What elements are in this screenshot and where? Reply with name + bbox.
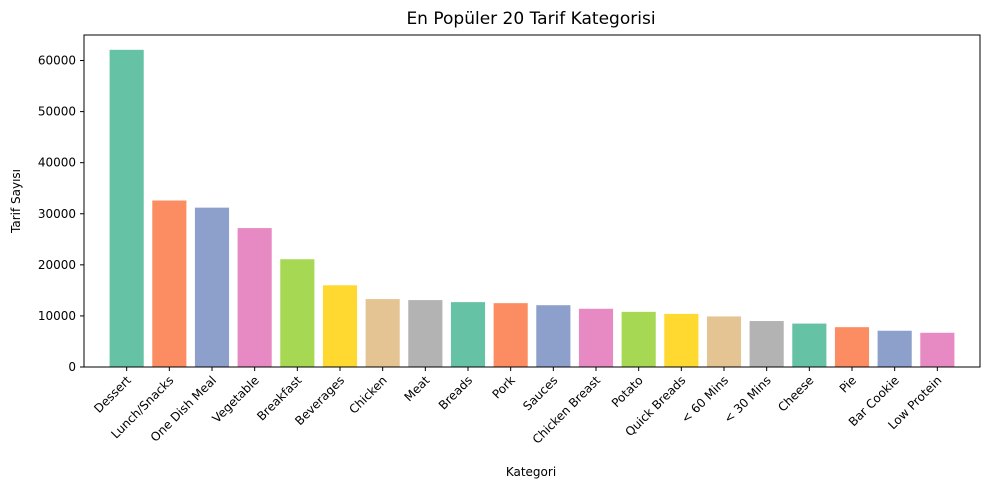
y-axis-title: Tarif Sayısı bbox=[9, 169, 23, 234]
bar-17 bbox=[834, 327, 870, 367]
bar-16 bbox=[792, 323, 827, 367]
y-tick-label: 0 bbox=[68, 360, 76, 374]
plot-frame bbox=[83, 34, 981, 368]
x-tick-label: Pork bbox=[489, 373, 517, 401]
y-axis: 0 10000 20000 30000 40000 50000 60000 bbox=[38, 54, 84, 374]
x-tick-label: Pie bbox=[837, 373, 859, 395]
bar-4 bbox=[280, 259, 315, 367]
bar-2 bbox=[194, 207, 230, 367]
bar-19 bbox=[920, 332, 955, 367]
bar-5 bbox=[322, 285, 358, 367]
bars-layer bbox=[109, 49, 955, 368]
bar-18 bbox=[877, 330, 912, 367]
bar-14 bbox=[706, 316, 742, 367]
bar-0 bbox=[109, 49, 144, 368]
chart-title: En Popüler 20 Tarif Kategorisi bbox=[406, 9, 655, 29]
x-tick-label: Dessert bbox=[91, 373, 134, 416]
bar-11 bbox=[578, 308, 614, 367]
y-tick-label: 60000 bbox=[38, 54, 76, 68]
y-tick-label: 40000 bbox=[38, 156, 76, 170]
bar-7 bbox=[408, 300, 443, 367]
bar-12 bbox=[621, 311, 656, 367]
x-tick-label: Sauces bbox=[520, 373, 560, 413]
bar-10 bbox=[536, 305, 571, 367]
x-tick-label: Vegetable bbox=[209, 373, 261, 425]
bar-3 bbox=[237, 228, 272, 367]
y-tick-label: 30000 bbox=[38, 207, 76, 221]
bar-1 bbox=[152, 200, 187, 367]
x-tick-label: Cheese bbox=[775, 373, 816, 414]
y-tick-label: 50000 bbox=[38, 105, 76, 119]
bar-13 bbox=[664, 313, 699, 367]
y-tick-label: 10000 bbox=[38, 309, 76, 323]
y-tick-label: 20000 bbox=[38, 258, 76, 272]
x-axis-title: Kategori bbox=[506, 465, 556, 479]
bar-8 bbox=[450, 302, 486, 367]
x-tick-label: Meat bbox=[401, 373, 432, 404]
x-tick-label: Breads bbox=[436, 373, 475, 412]
x-tick-label: Chicken bbox=[346, 373, 389, 416]
bar-15 bbox=[749, 321, 784, 367]
bar-9 bbox=[493, 303, 528, 367]
bar-6 bbox=[365, 299, 400, 367]
x-tick-label: Potato bbox=[609, 373, 646, 410]
